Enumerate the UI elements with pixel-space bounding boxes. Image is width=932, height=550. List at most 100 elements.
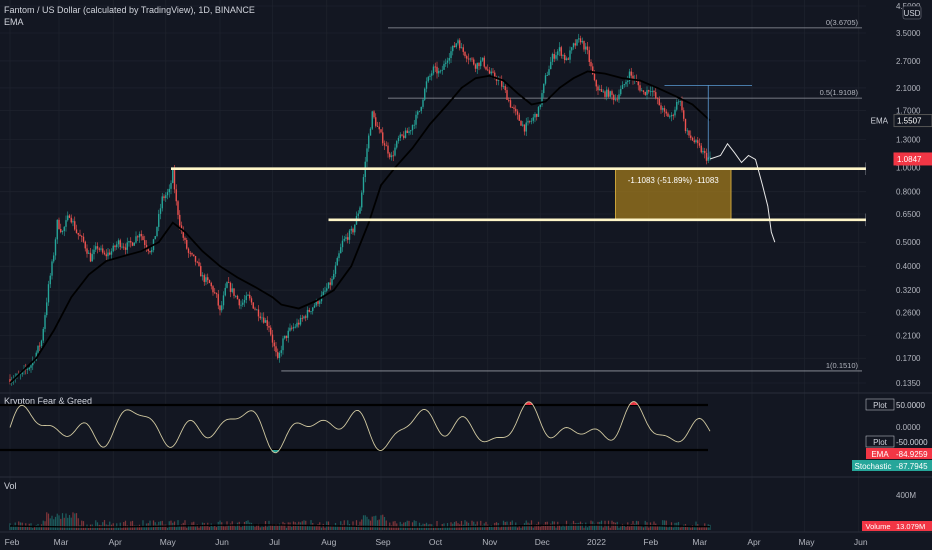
volume-bar [667, 527, 669, 530]
candle [688, 130, 690, 139]
volume-bar [488, 526, 491, 530]
volume-pane[interactable]: Vol 400M Volume 13.079M [0, 476, 932, 531]
candle [79, 229, 81, 237]
candle [305, 314, 307, 322]
candle [672, 113, 674, 120]
candle [170, 180, 172, 195]
support-lines[interactable]: 0.99070.6157 [171, 162, 895, 227]
fib-levels: 0(3.6705) 0.5(1.9108) 1(0.1510) [281, 18, 862, 372]
candle [693, 136, 695, 144]
candle [487, 64, 489, 72]
measure-box[interactable] [615, 168, 732, 221]
volume-bar [152, 520, 155, 530]
volume-bar [406, 520, 408, 530]
fear-greed-pane[interactable]: Krypton Fear & Greed Plot 50.0000 0.0000… [0, 392, 932, 471]
indicator-label: EMA [4, 17, 24, 27]
volume-bar [501, 526, 503, 530]
volume-bar [207, 522, 209, 530]
candle [67, 211, 69, 222]
volume-axis-value: 400M [896, 491, 916, 500]
candle [30, 363, 32, 373]
price-pane[interactable]: 0(3.6705) 0.5(1.9108) 1(0.1510) -1.1083 (-… [0, 0, 895, 532]
candle [60, 223, 62, 234]
candle [249, 291, 251, 301]
volume-bar [378, 519, 380, 530]
volume-bar [61, 513, 64, 530]
volume-bar [609, 527, 611, 530]
candle [443, 60, 445, 70]
grid [0, 0, 866, 532]
time-tick-label: Apr [109, 537, 122, 547]
candle [238, 298, 240, 309]
volume-bar [266, 526, 268, 530]
candle [609, 90, 611, 99]
candle [88, 250, 90, 254]
candle [520, 120, 522, 126]
candle [242, 298, 244, 307]
candle [413, 119, 415, 130]
candle [205, 274, 207, 286]
volume-badge-label: Volume [865, 522, 890, 531]
volume-bar [189, 525, 191, 530]
candle [592, 63, 594, 75]
candle [410, 129, 412, 135]
candle [581, 37, 583, 44]
volume-bar [523, 523, 526, 530]
time-tick-label: May [160, 537, 177, 547]
volume-bar [51, 515, 53, 530]
candle [551, 52, 554, 66]
candle [110, 248, 113, 259]
volume-bar [208, 527, 211, 530]
candle [112, 243, 114, 253]
volume-bar [278, 523, 281, 530]
candle [404, 127, 407, 139]
candle [618, 89, 620, 103]
candle [350, 225, 352, 234]
volume-bar [350, 526, 352, 530]
currency-badge[interactable] [902, 5, 922, 20]
candle [212, 285, 214, 296]
candle [252, 302, 254, 309]
volume-bar [275, 524, 277, 530]
candle [81, 235, 83, 243]
candle [376, 121, 379, 127]
volume-bar [282, 521, 284, 530]
volume-bar [320, 527, 323, 530]
candle [567, 57, 569, 60]
candle [408, 126, 410, 136]
candle [119, 238, 121, 250]
volume-bar [438, 527, 440, 530]
volume-bar [368, 519, 370, 530]
candle [382, 127, 384, 146]
volume-bar [432, 526, 435, 530]
volume-bar [75, 513, 78, 530]
candle [527, 116, 529, 126]
volume-bar [271, 524, 274, 530]
candle [37, 345, 39, 355]
candle [548, 65, 550, 76]
candle [131, 241, 134, 247]
candle [450, 46, 452, 64]
candle [74, 216, 76, 231]
candle [390, 151, 393, 161]
candle [306, 306, 309, 320]
volume-bar [348, 524, 351, 530]
volume-bar [74, 513, 76, 530]
volume-bar [434, 527, 436, 530]
candle [415, 111, 417, 129]
price-axis[interactable]: 4.50003.50002.70002.10001.70001.30001.00… [866, 0, 932, 392]
volume-bar [102, 522, 104, 530]
candle [623, 83, 625, 88]
volume-bar [397, 526, 400, 530]
candle [46, 297, 48, 318]
candle [159, 203, 162, 220]
candle [557, 49, 559, 61]
volume-bar [690, 527, 692, 530]
candle [201, 272, 204, 281]
price-tick-label: 0.2100 [896, 331, 921, 340]
time-axis[interactable]: Feb Mar Apr May Jun Jul Aug Sep Oct Nov Dec 2022 Feb… [0, 531, 932, 547]
volume-bar [571, 523, 573, 530]
volume-bar [616, 521, 618, 530]
candle [546, 71, 548, 76]
